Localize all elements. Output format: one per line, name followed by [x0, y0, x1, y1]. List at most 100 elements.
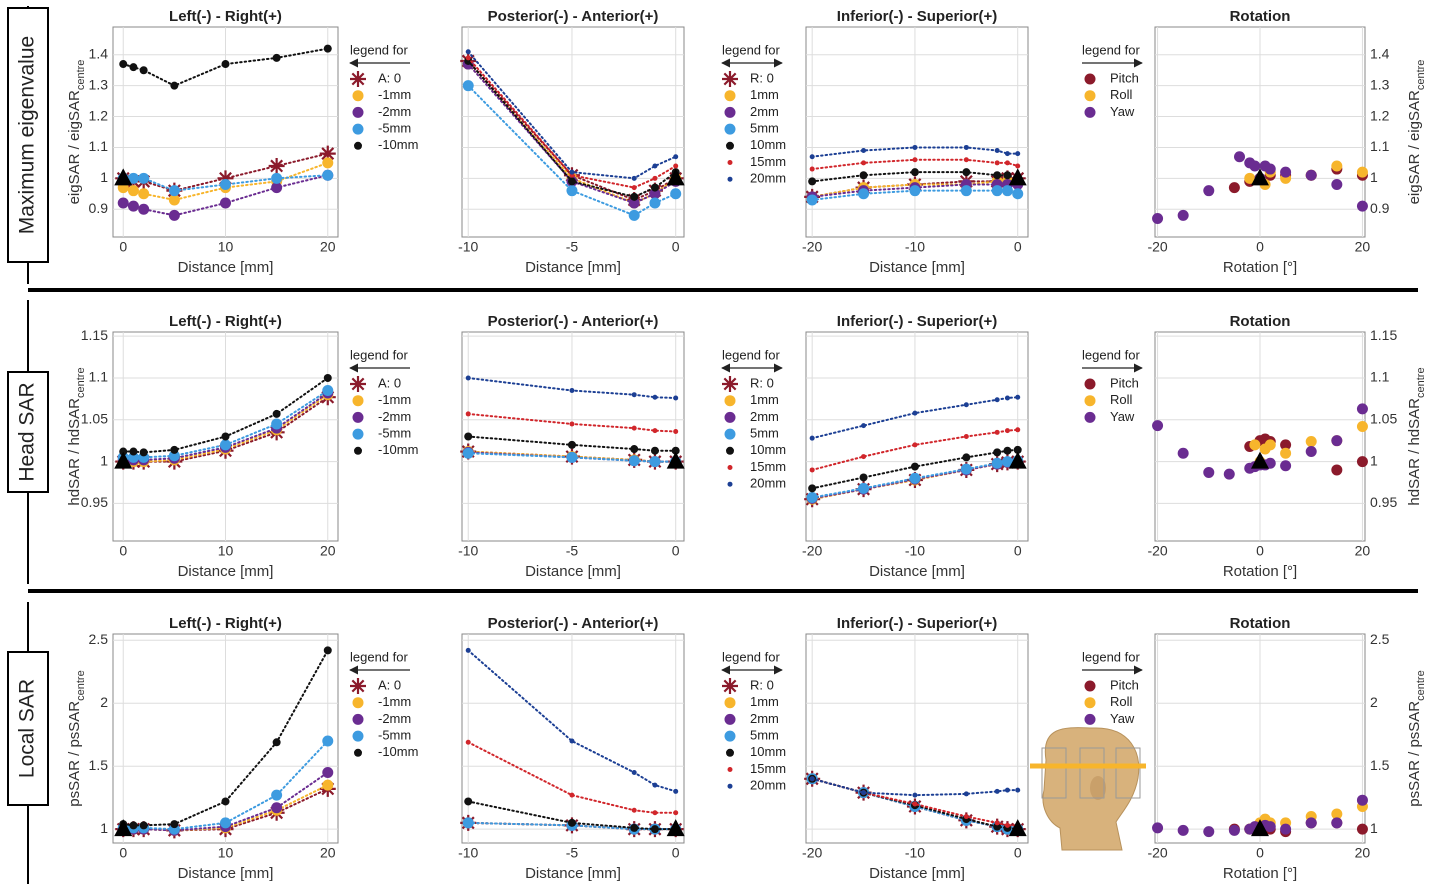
y-tick-label: 1.05: [1370, 410, 1397, 426]
legend-marker: [727, 160, 733, 165]
marker: [272, 53, 281, 62]
legend-marker: [724, 697, 736, 709]
marker: [322, 385, 334, 397]
marker: [1203, 826, 1215, 838]
marker: [569, 421, 575, 427]
row-label: Maximum eigenvalue: [16, 36, 39, 234]
legend-marker: [352, 428, 364, 440]
marker: [220, 817, 231, 829]
marker: [1356, 200, 1368, 212]
marker: [1356, 403, 1368, 415]
legend-label: Yaw: [1110, 711, 1135, 726]
x-tick-label: -10: [458, 239, 478, 255]
y-tick-label: 1.3: [1370, 76, 1390, 92]
x-tick-label: -10: [458, 845, 478, 861]
x-tick-label: 10: [218, 845, 234, 861]
marker: [138, 188, 150, 200]
marker: [465, 411, 471, 417]
y-tick-label: 1.2: [89, 107, 109, 123]
legend-title: legend for: [722, 649, 780, 664]
x-tick-label: -10: [458, 543, 478, 559]
legend-marker: [1084, 106, 1096, 118]
legend-marker: [352, 123, 364, 135]
legend-label: -10mm: [378, 442, 418, 457]
legend-marker: [724, 713, 736, 725]
marker: [909, 472, 921, 484]
legend-marker: [724, 106, 736, 118]
legend-marker: [352, 697, 364, 709]
legend-marker: [727, 767, 733, 772]
marker: [649, 197, 661, 209]
x-tick-label: -20: [802, 845, 822, 861]
marker: [1305, 169, 1317, 181]
marker: [170, 820, 179, 829]
legend-title: legend for: [722, 42, 780, 57]
marker: [673, 163, 679, 169]
x-tick-label: -10: [905, 845, 925, 861]
legend-label: R: 0: [750, 70, 774, 85]
legend-label: Yaw: [1110, 104, 1135, 119]
legend-marker: [724, 428, 736, 440]
marker: [994, 397, 1000, 403]
marker: [1015, 787, 1021, 793]
y-tick-label: 1: [100, 452, 108, 468]
marker: [1356, 166, 1368, 178]
x-tick-label: 0: [672, 543, 680, 559]
reference-marker: [1008, 451, 1027, 469]
x-tick-label: 0: [1256, 239, 1264, 255]
marker: [323, 646, 332, 655]
x-axis-label: Rotation [°]: [1223, 259, 1297, 276]
marker: [1305, 817, 1317, 829]
legend-marker: [727, 176, 733, 182]
marker: [963, 434, 969, 439]
marker: [170, 81, 179, 90]
marker: [569, 738, 575, 744]
marker: [221, 432, 230, 441]
marker: [628, 455, 640, 467]
marker: [465, 375, 471, 381]
marker: [1015, 151, 1021, 157]
legend-marker: [1084, 395, 1096, 407]
marker: [1331, 808, 1343, 820]
legend-label: -10mm: [378, 137, 418, 152]
marker: [809, 166, 815, 172]
marker: [1264, 163, 1276, 175]
marker: [465, 739, 471, 745]
y-axis-label-sub: centre: [75, 60, 87, 91]
y-axis-label: eigSAR / eigSARcentre: [1406, 60, 1427, 205]
legend-marker: [1084, 697, 1096, 709]
marker: [138, 172, 150, 184]
x-tick-label: 20: [320, 239, 336, 255]
reference-marker: [1251, 168, 1269, 186]
x-tick-label: 0: [119, 845, 127, 861]
y-tick-label: 1.05: [81, 410, 108, 426]
legend-marker: [727, 481, 733, 487]
marker: [806, 492, 818, 504]
x-tick-label: 0: [119, 543, 127, 559]
plot-area: [461, 26, 685, 238]
marker: [567, 440, 576, 449]
reference-marker: [1008, 168, 1027, 186]
x-axis-label: Rotation [°]: [1223, 563, 1297, 580]
y-axis-label: psSAR / psSARcentre: [1406, 670, 1427, 806]
marker: [1356, 456, 1368, 468]
marker: [464, 432, 473, 441]
plot-area: [461, 331, 685, 542]
marker: [129, 447, 138, 456]
legend-label: 15mm: [750, 154, 786, 169]
legend-marker: [354, 446, 362, 455]
marker: [465, 55, 471, 61]
marker: [139, 821, 148, 830]
y-tick-label: 1.4: [1370, 45, 1390, 61]
marker: [673, 810, 679, 816]
marker: [1004, 822, 1010, 828]
x-axis-label: Distance [mm]: [178, 563, 274, 580]
legend-label: -5mm: [378, 426, 411, 441]
chart-title: Posterior(-) - Anterior(+): [488, 8, 659, 25]
marker: [861, 790, 867, 796]
x-tick-label: 0: [1256, 845, 1264, 861]
marker: [1356, 823, 1368, 835]
marker: [809, 435, 815, 441]
marker: [117, 197, 129, 209]
marker: [1003, 446, 1012, 455]
